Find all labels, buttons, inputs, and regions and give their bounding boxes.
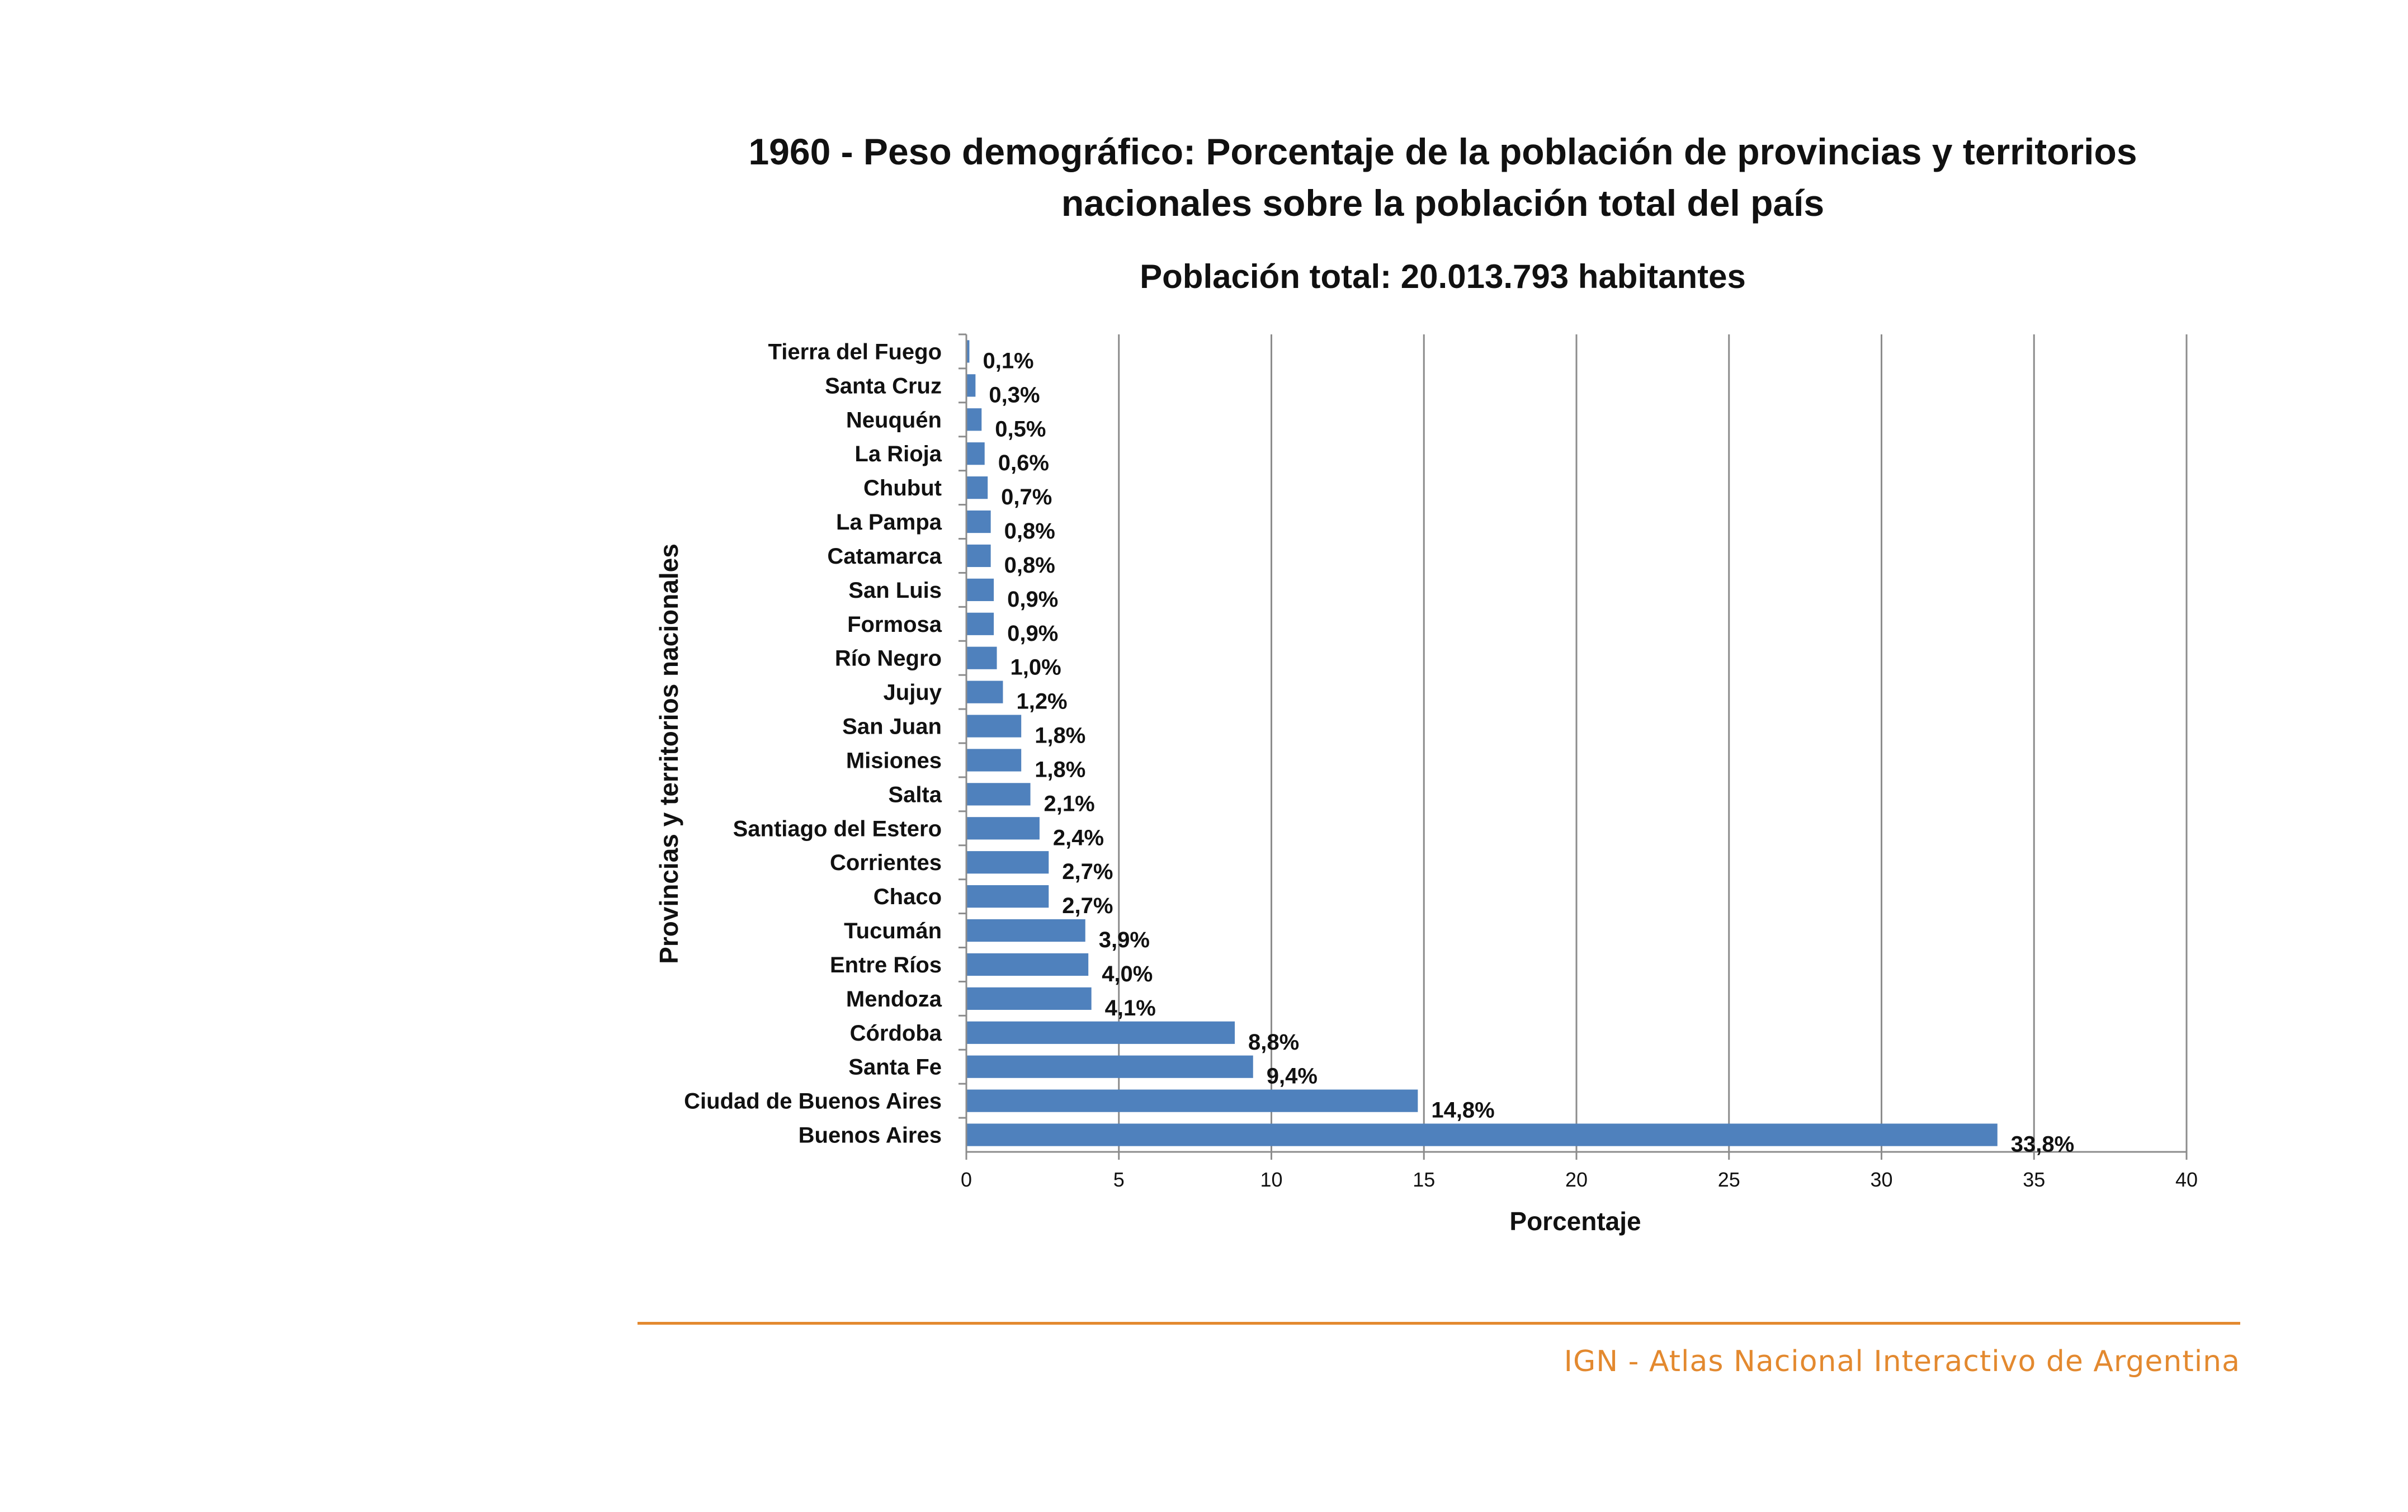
x-tick-label: 35 <box>2023 1168 2045 1191</box>
bar <box>966 681 1003 703</box>
category-label: Entre Ríos <box>830 953 942 977</box>
category-label: Tierra del Fuego <box>768 339 942 364</box>
data-label: 1,0% <box>1011 655 1061 680</box>
data-label: 1,2% <box>1016 689 1067 714</box>
data-label: 0,8% <box>1004 519 1055 544</box>
category-label: Corrientes <box>830 850 942 875</box>
category-label: Salta <box>888 782 942 807</box>
bar <box>966 612 994 635</box>
x-tick-label: 0 <box>961 1168 972 1191</box>
chart-title: 1960 - Peso demográfico: Porcentaje de l… <box>748 131 2137 224</box>
category-label: Mendoza <box>846 987 942 1012</box>
category-label: La Pampa <box>836 510 942 535</box>
data-label: 0,8% <box>1004 553 1055 578</box>
footer-credit: IGN - Atlas Nacional Interactivo de Arge… <box>1564 1345 2240 1378</box>
x-tick-label: 15 <box>1413 1168 1435 1191</box>
category-label: Neuquén <box>846 408 942 432</box>
chart-subtitle: Población total: 20.013.793 habitantes <box>1140 258 1746 295</box>
gridlines <box>1118 334 2188 1152</box>
bar <box>966 442 985 465</box>
category-label: Tucumán <box>844 919 942 943</box>
category-label: Catamarca <box>827 544 942 569</box>
x-tick-label: 5 <box>1113 1168 1125 1191</box>
category-label: Santiago del Estero <box>733 816 942 841</box>
category-label: Misiones <box>846 748 942 773</box>
x-tick-label: 10 <box>1260 1168 1282 1191</box>
bar <box>966 340 970 363</box>
bar <box>966 1123 1998 1146</box>
bar <box>966 374 976 397</box>
category-label: Chaco <box>874 885 942 909</box>
category-label: San Juan <box>842 715 942 739</box>
data-label: 0,6% <box>998 451 1049 475</box>
category-label: Jujuy <box>884 681 942 705</box>
x-tick-label: 25 <box>1718 1168 1740 1191</box>
bar <box>966 1089 1418 1112</box>
data-label: 0,5% <box>995 417 1046 441</box>
category-label: San Luis <box>848 578 942 603</box>
category-label: Córdoba <box>850 1021 942 1046</box>
axes <box>959 333 2188 1160</box>
category-label: Río Negro <box>835 646 942 671</box>
data-label: 0,3% <box>989 382 1040 407</box>
data-label: 33,8% <box>2011 1132 2074 1157</box>
category-label: Chubut <box>863 476 942 500</box>
bars <box>966 340 1998 1146</box>
data-label: 0,1% <box>983 348 1033 373</box>
data-label: 2,7% <box>1062 894 1113 918</box>
x-tick-label: 30 <box>1870 1168 1892 1191</box>
x-tick-label: 20 <box>1565 1168 1588 1191</box>
bar <box>966 1021 1235 1044</box>
bar <box>966 783 1031 806</box>
bar <box>966 646 997 669</box>
category-label: Santa Fe <box>848 1055 942 1080</box>
labels: 0 5 10 15 20 25 30 35 40 Tierra del Fuego 0,1% Sant… <box>684 339 2198 1191</box>
bar <box>966 510 991 533</box>
category-label: Ciudad de Buenos Aires <box>684 1089 942 1114</box>
bar <box>966 953 1089 976</box>
bar <box>966 578 994 601</box>
data-label: 0,7% <box>1001 485 1052 509</box>
bar <box>966 851 1049 874</box>
data-label: 4,0% <box>1102 962 1153 986</box>
data-label: 1,8% <box>1035 724 1085 748</box>
data-label: 8,8% <box>1248 1030 1299 1055</box>
data-label: 3,9% <box>1099 928 1150 952</box>
category-label: La Rioja <box>854 442 942 466</box>
data-label: 2,7% <box>1062 859 1113 884</box>
bar <box>966 715 1022 738</box>
footer-divider <box>638 1322 2240 1325</box>
bar <box>966 476 988 499</box>
y-axis-title: Provincias y territorios nacionales <box>654 544 683 964</box>
data-label: 4,1% <box>1105 996 1156 1020</box>
bar <box>966 987 1092 1010</box>
data-label: 0,9% <box>1007 587 1058 612</box>
bar <box>966 408 982 431</box>
bar <box>966 749 1022 772</box>
category-label: Buenos Aires <box>799 1123 942 1148</box>
category-label: Formosa <box>847 612 942 637</box>
data-label: 2,4% <box>1053 825 1104 850</box>
bar <box>966 544 991 568</box>
x-tick-label: 40 <box>2175 1168 2198 1191</box>
bar <box>966 817 1040 840</box>
bar <box>966 919 1085 942</box>
data-label: 2,1% <box>1044 791 1095 816</box>
data-label: 9,4% <box>1267 1064 1318 1089</box>
data-label: 0,9% <box>1007 621 1058 646</box>
bar <box>966 885 1049 908</box>
data-label: 14,8% <box>1431 1098 1494 1123</box>
category-label: Santa Cruz <box>825 374 942 398</box>
bar <box>966 1055 1253 1078</box>
x-axis-title: Porcentaje <box>1509 1207 1641 1236</box>
data-label: 1,8% <box>1035 757 1085 782</box>
